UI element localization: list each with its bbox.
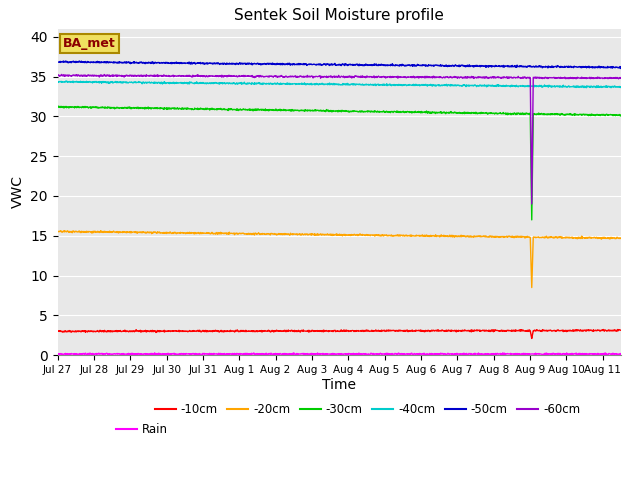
Text: BA_met: BA_met [63, 37, 116, 50]
Y-axis label: VWC: VWC [11, 176, 25, 208]
Title: Sentek Soil Moisture profile: Sentek Soil Moisture profile [234, 9, 444, 24]
Legend: Rain: Rain [111, 418, 173, 441]
X-axis label: Time: Time [322, 378, 356, 392]
